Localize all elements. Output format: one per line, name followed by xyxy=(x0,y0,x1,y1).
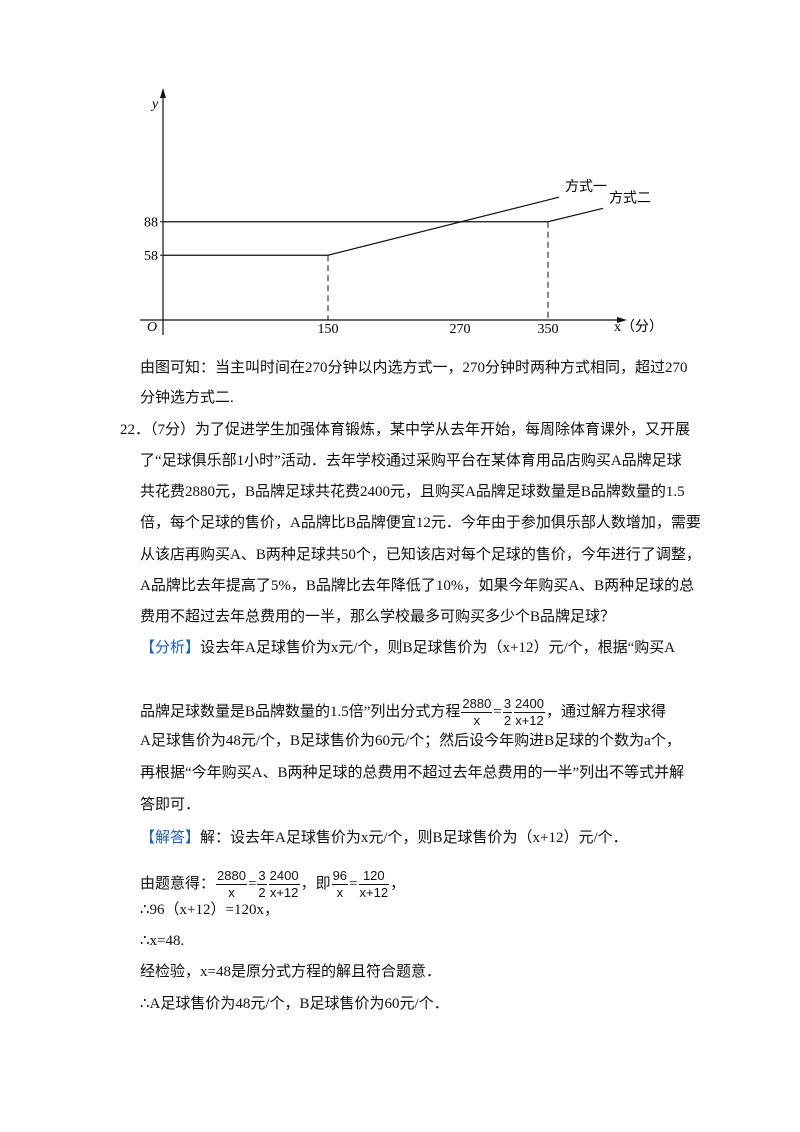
y-arrow xyxy=(160,88,166,98)
text-run: 品牌足球数量是B品牌数量的1.5倍”列出分式方程 xyxy=(140,703,461,720)
text-line: 再根据“今年购买A、B两种足球的总费用不超过去年总费用的一半”列出不等式并解 xyxy=(140,763,684,783)
text-run: ， xyxy=(390,875,406,892)
fraction: 2880 x xyxy=(461,696,493,729)
text-line: 答即可． xyxy=(140,795,200,815)
x-label: x（分） xyxy=(614,319,663,335)
text-line: 品牌足球数量是B品牌数量的1.5倍”列出分式方程 2880 x = 3 2 2400 x+12… xyxy=(140,696,666,729)
text-run: ∴x=48. xyxy=(140,933,185,949)
denominator: x xyxy=(228,885,235,900)
text-run: ，即 xyxy=(300,875,331,892)
text-run: = xyxy=(247,875,257,892)
denominator: x+12 xyxy=(269,885,299,900)
section-tag: 【解答】 xyxy=(140,830,201,846)
text-line: ∴96（x+12）=120x， xyxy=(140,900,279,920)
text-line: 分钟选方式二. xyxy=(140,388,234,408)
text-run: 由图可知：当主叫时间在270分钟以内选方式一，270分钟时两种方式相同，超过27… xyxy=(140,360,688,376)
text-run: A足球售价为48元/个，B足球售价为60元/个；然后设今年购进B足球的个数为a个… xyxy=(140,733,681,749)
text-line: ∴x=48. xyxy=(140,931,184,951)
fraction: 120 x+12 xyxy=(358,868,390,901)
text-line: A品牌比去年提高了5%，B品牌比去年降低了10%，如果今年购买A、B两种足球的总 xyxy=(140,576,694,596)
text-run: ∴A足球售价为48元/个，B足球售价为60元/个． xyxy=(140,996,449,1012)
x-tick-label: 350 xyxy=(538,322,559,337)
text-run: 费用不超过去年总费用的一半，那么学校最多可购买多少个B品牌足球？ xyxy=(140,609,616,625)
text-run: 分钟选方式二. xyxy=(140,390,234,406)
text-line: 经检验，x=48是原分式方程的解且符合题意． xyxy=(140,962,441,982)
x-tick-label: 270 xyxy=(450,322,471,337)
x-tick-label: 150 xyxy=(318,322,339,337)
numerator: 2880 xyxy=(216,868,247,885)
origin: O xyxy=(147,320,157,335)
text-run: 经检验，x=48是原分式方程的解且符合题意． xyxy=(140,964,441,980)
denominator: 2 xyxy=(503,713,512,728)
text-line: ∴A足球售价为48元/个，B足球售价为60元/个． xyxy=(140,994,449,1014)
text-line: A足球售价为48元/个，B足球售价为60元/个；然后设今年购进B足球的个数为a个… xyxy=(140,731,681,751)
series-line xyxy=(163,207,604,223)
text-line: 【解答】解：设去年A足球售价为x元/个，则B足球售价为（x+12）元/个． xyxy=(140,828,628,848)
text-run: 设去年A足球售价为x元/个，则B足球售价为（x+12）元/个，根据“购买A xyxy=(200,640,676,656)
numerator: 3 xyxy=(502,696,513,713)
fraction: 2880 x xyxy=(216,868,247,901)
x-arrow xyxy=(617,317,627,323)
numerator: 2400 xyxy=(514,696,545,713)
denominator: x xyxy=(336,885,344,900)
fraction: 96 x xyxy=(331,868,349,901)
fraction: 2400 x+12 xyxy=(514,696,545,729)
denominator: x+12 xyxy=(359,885,389,900)
text-run: 了“足球俱乐部1小时”活动．去年学校通过采购平台在某体育用品店购买A品牌足球 xyxy=(140,453,682,469)
text-run: 由题意得： xyxy=(140,875,216,892)
text-run: 22．（7分）为了促进学生加强体育锻炼，某中学从去年开始，每周除体育课外，又开展 xyxy=(120,422,691,438)
series-line xyxy=(163,196,560,256)
text-line: 倍，每个足球的售价，A品牌比B品牌便宜12元．今年由于参加俱乐部人数增加，需要 xyxy=(140,513,701,533)
text-line: 22．（7分）为了促进学生加强体育锻炼，某中学从去年开始，每周除体育课外，又开展 xyxy=(120,420,690,440)
fraction: 2400 x+12 xyxy=(268,868,300,901)
y-tick-label: 88 xyxy=(144,216,158,231)
y-tick-label: 58 xyxy=(144,249,158,264)
series-label: 方式一 xyxy=(565,179,607,195)
text-run: ∴96（x+12）=120x， xyxy=(140,902,279,918)
numerator: 2880 xyxy=(461,696,493,713)
text-line: 由题意得： 2880 x = 3 2 2400 x+12 ，即 96 x = 120 x+12， xyxy=(140,868,405,901)
text-run: ，通过解方程求得 xyxy=(545,703,666,720)
y-label: y xyxy=(150,97,159,112)
text-run: 再根据“今年购买A、B两种足球的总费用不超过去年总费用的一半”列出不等式并解 xyxy=(140,765,685,781)
text-run: 倍，每个足球的售价，A品牌比B品牌便宜12元．今年由于参加俱乐部人数增加，需要 xyxy=(140,515,701,531)
text-line: 由图可知：当主叫时间在270分钟以内选方式一，270分钟时两种方式相同，超过27… xyxy=(140,358,688,378)
text-run: 解：设去年A足球售价为x元/个，则B足球售价为（x+12）元/个． xyxy=(200,830,628,846)
text-line: 了“足球俱乐部1小时”活动．去年学校通过采购平台在某体育用品店购买A品牌足球 xyxy=(140,451,682,471)
text-run: 从该店再购买A、B两种足球共50个，已知该店对每个足球的售价，今年进行了调整， xyxy=(140,547,701,563)
denominator: 2 xyxy=(258,885,266,900)
text-run: = xyxy=(493,703,502,720)
text-line: 【分析】设去年A足球售价为x元/个，则B足球售价为（x+12）元/个，根据“购买… xyxy=(140,638,675,658)
text-run: = xyxy=(349,875,358,892)
text-run: 答即可． xyxy=(140,797,201,813)
denominator: x+12 xyxy=(515,713,544,728)
text-line: 共花费2880元，B品牌足球共花费2400元，且购买A品牌足球数量是B品牌数量的… xyxy=(140,482,685,502)
numerator: 3 xyxy=(257,868,267,885)
numerator: 2400 xyxy=(268,868,300,885)
denominator: x xyxy=(473,713,481,728)
numerator: 120 xyxy=(358,868,390,885)
text-line: 费用不超过去年总费用的一半，那么学校最多可购买多少个B品牌足球？ xyxy=(140,607,615,627)
text-run: A品牌比去年提高了5%，B品牌比去年降低了10%，如果今年购买A、B两种足球的总 xyxy=(140,578,695,594)
section-tag: 【分析】 xyxy=(140,640,201,656)
numerator: 96 xyxy=(331,868,349,885)
series-label: 方式二 xyxy=(609,190,651,206)
text-line: 从该店再购买A、B两种足球共50个，已知该店对每个足球的售价，今年进行了调整， xyxy=(140,545,701,565)
text-run: 共花费2880元，B品牌足球共花费2400元，且购买A品牌足球数量是B品牌数量的… xyxy=(140,484,685,500)
